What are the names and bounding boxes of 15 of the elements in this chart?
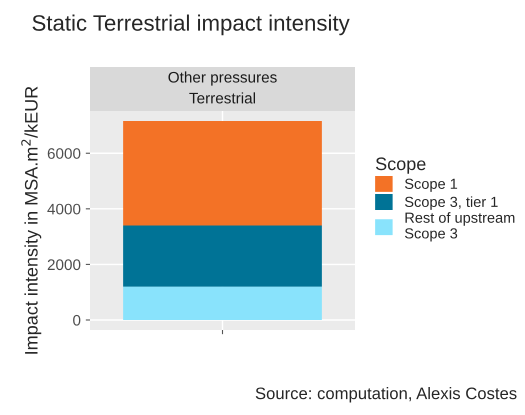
y-axis-title: Impact intensity in MSA.m$^{2}$/kEUR — [21, 86, 42, 354]
bar — [123, 286, 322, 320]
text: Other pressures Terrestrial — [168, 71, 277, 104]
y-tick-label: 2000 — [48, 259, 80, 270]
legend-label: Scope 3, tier 1 — [404, 196, 498, 210]
source-note: Source: computation, Alexis Costes — [256, 387, 517, 403]
y-tick-label: 0 — [73, 314, 80, 326]
legend-label: Scope 1 — [404, 178, 458, 192]
y-tick-label: 6000 — [48, 148, 80, 159]
legend-label: Rest of upstream Scope 3 — [404, 212, 514, 242]
chart-title: Static Terrestrial impact intensity — [32, 14, 350, 36]
bar — [123, 121, 322, 226]
legend-title: Scope — [376, 157, 426, 174]
y-tick-label: 4000 — [47, 204, 80, 215]
bar — [123, 226, 322, 287]
